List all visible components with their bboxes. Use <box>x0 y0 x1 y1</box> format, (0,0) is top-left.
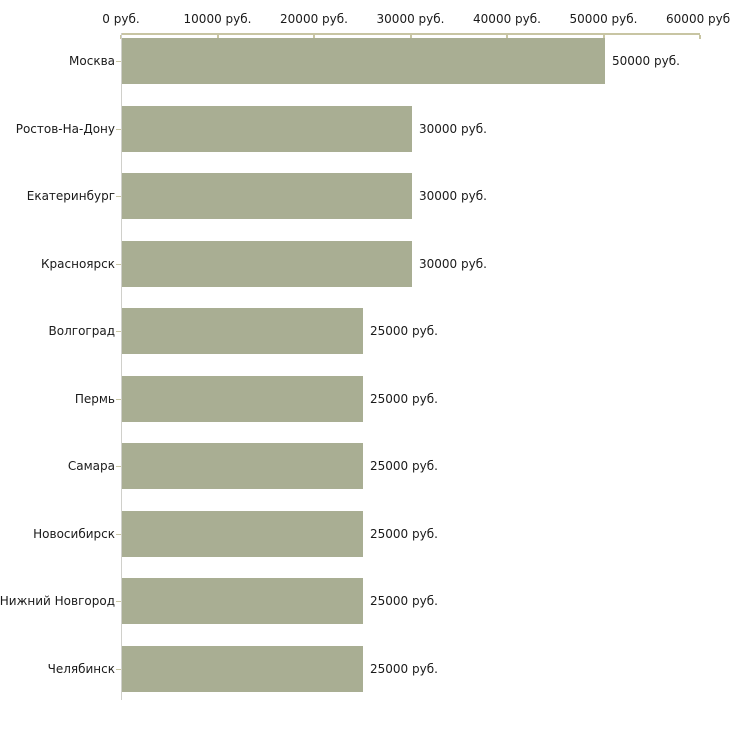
category-label: Самара <box>67 459 115 473</box>
x-axis-tick-mark <box>409 35 412 39</box>
x-axis-tick-mark <box>602 35 605 39</box>
category-label: Красноярск <box>41 256 115 271</box>
value-label: 25000 руб. <box>370 324 438 338</box>
value-label: 50000 руб. <box>612 54 680 68</box>
category-label: Москва <box>69 54 115 68</box>
x-axis-tick-mark <box>216 35 219 39</box>
x-axis-tick-label: 0 руб. <box>102 12 140 26</box>
x-axis-tick-label: 40000 руб. <box>473 12 541 26</box>
bar <box>122 645 363 692</box>
bar <box>122 308 363 354</box>
x-axis-tick-mark <box>313 35 315 39</box>
x-axis-tick-mark <box>506 35 508 39</box>
value-label: 30000 руб. <box>419 121 487 136</box>
value-label: 30000 руб. <box>419 256 487 271</box>
category-label: Волгоград <box>48 324 115 338</box>
value-label: 25000 руб. <box>370 526 438 541</box>
category-tick-mark <box>116 601 121 602</box>
value-label: 25000 руб. <box>370 594 438 608</box>
bar <box>122 105 412 152</box>
category-label: Пермь <box>74 391 115 406</box>
bar <box>122 173 412 219</box>
category-label: Нижний Новгород <box>0 594 115 608</box>
bar <box>122 510 363 557</box>
category-tick-mark <box>116 263 121 265</box>
category-tick-mark <box>116 398 121 400</box>
category-label: Челябинск <box>47 661 115 676</box>
x-axis-tick-label: 60000 руб. <box>666 12 730 26</box>
x-axis-tick-label: 10000 руб. <box>183 12 252 26</box>
bar <box>122 240 412 287</box>
category-tick-mark <box>116 196 121 197</box>
category-tick-mark <box>116 533 121 535</box>
category-tick-mark <box>116 668 121 670</box>
value-label: 30000 руб. <box>419 189 487 203</box>
x-axis-tick-label: 20000 руб. <box>280 12 348 26</box>
category-label: Екатеринбург <box>26 189 115 203</box>
x-axis-tick-mark <box>699 35 701 39</box>
x-axis-line <box>121 33 700 35</box>
category-label: Ростов-На-Дону <box>15 121 115 136</box>
value-label: 25000 руб. <box>370 459 438 473</box>
bar <box>122 38 605 84</box>
category-tick-mark <box>116 128 121 130</box>
category-label: Новосибирск <box>33 526 115 541</box>
category-tick-mark <box>116 331 121 332</box>
category-tick-mark <box>116 61 121 62</box>
y-axis-line <box>121 33 122 700</box>
bar <box>122 375 363 422</box>
bar <box>122 578 363 624</box>
x-axis-tick-label: 30000 руб. <box>376 12 445 26</box>
category-tick-mark <box>116 466 121 467</box>
value-label: 25000 руб. <box>370 391 438 406</box>
x-axis-tick-label: 50000 руб. <box>569 12 638 26</box>
bar <box>122 443 363 489</box>
value-label: 25000 руб. <box>370 661 438 676</box>
